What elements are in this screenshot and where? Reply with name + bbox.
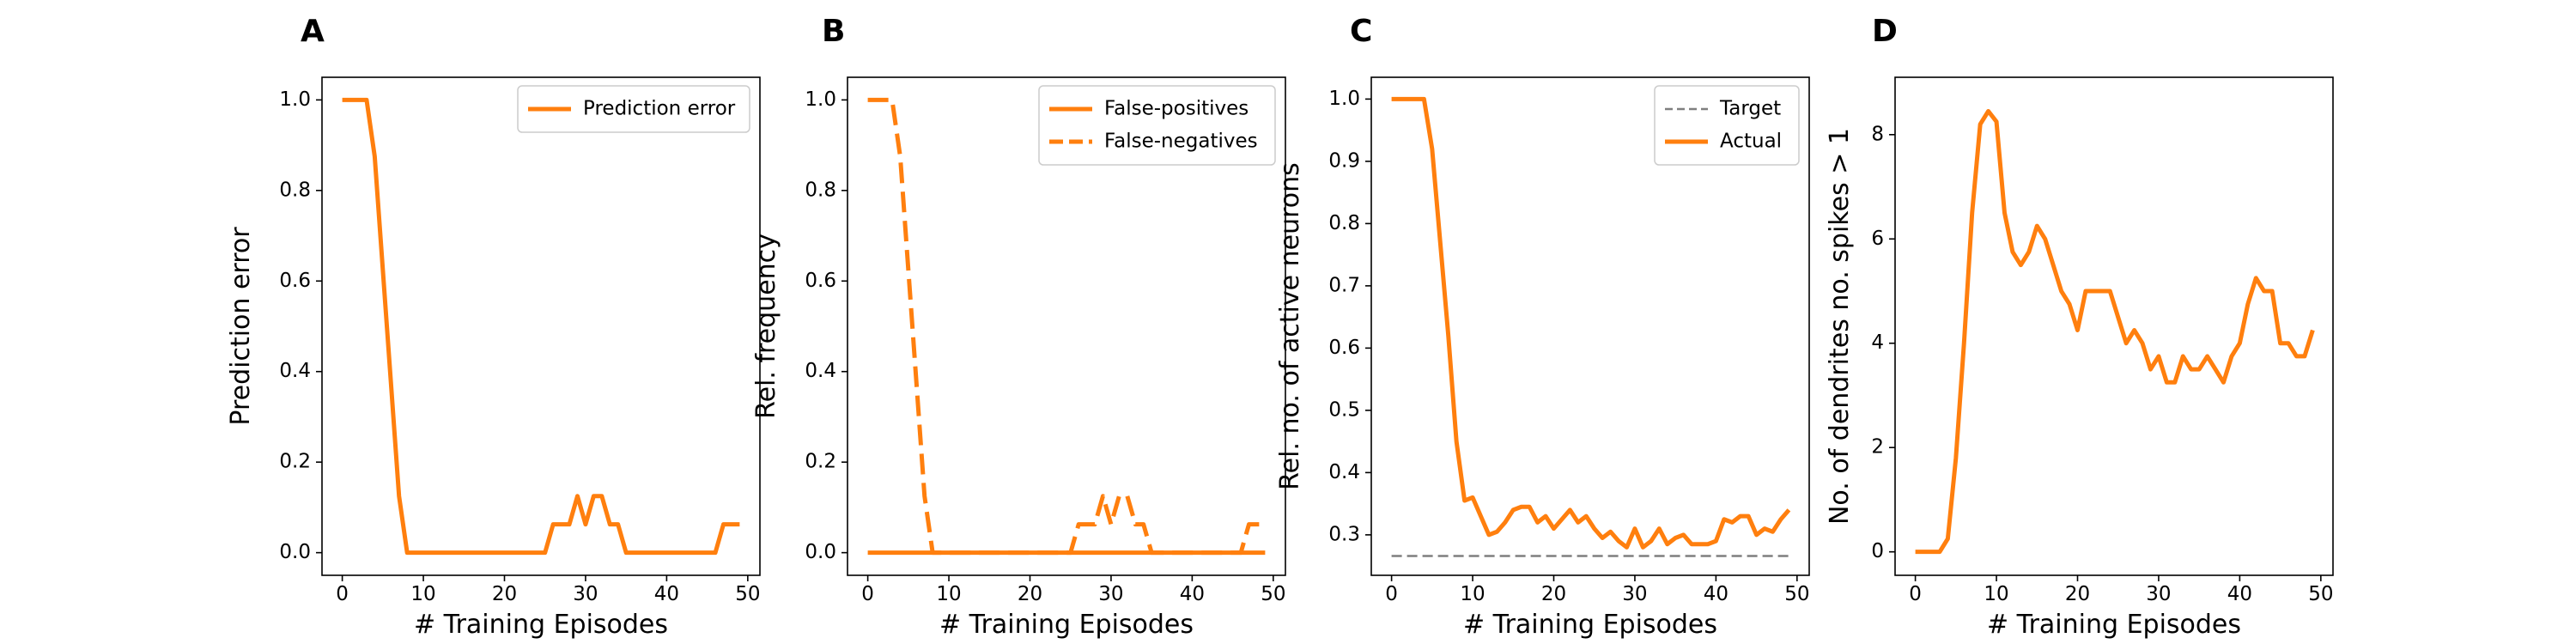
x-tick-label: 20 bbox=[1018, 583, 1042, 605]
axes-frame bbox=[1894, 76, 2334, 576]
y-tick-label: 0.7 bbox=[1328, 274, 1360, 296]
x-axis-label: # Training Episodes bbox=[939, 610, 1194, 640]
x-tick-label: 10 bbox=[1984, 583, 2008, 605]
x-axis-label: # Training Episodes bbox=[1463, 610, 1717, 640]
y-tick-label: 0.6 bbox=[805, 270, 836, 292]
x-tick-label: 30 bbox=[1622, 583, 1647, 605]
x-tick-label: 30 bbox=[1098, 583, 1123, 605]
x-tick-label: 50 bbox=[1261, 583, 1285, 605]
series-line-1-1 bbox=[867, 97, 1266, 556]
x-tick-label: 40 bbox=[1704, 583, 1728, 605]
y-axis-label: Rel. frequency bbox=[751, 234, 781, 419]
x-tick-label: 40 bbox=[654, 583, 679, 605]
y-tick-label: 0 bbox=[1871, 540, 1884, 562]
x-tick-label: 10 bbox=[936, 583, 961, 605]
series-line-3-0 bbox=[1915, 108, 2315, 555]
y-tick-label: 4 bbox=[1871, 331, 1884, 354]
x-tick-label: 0 bbox=[1385, 583, 1398, 605]
legend: Prediction error bbox=[517, 85, 750, 133]
legend-entry: False-negatives bbox=[1104, 131, 1258, 153]
y-tick-label: 0.8 bbox=[279, 179, 311, 201]
x-tick-label: 0 bbox=[336, 583, 349, 605]
y-axis-label: No. of dendrites no. spikes > 1 bbox=[1825, 128, 1855, 525]
y-tick-label: 0.2 bbox=[279, 451, 311, 473]
x-tick-label: 0 bbox=[1909, 583, 1922, 605]
y-tick-label: 0.2 bbox=[805, 451, 836, 473]
series-line-2-1 bbox=[1391, 96, 1791, 550]
legend-entry: Target bbox=[1719, 98, 1781, 120]
y-tick-label: 0.9 bbox=[1328, 149, 1360, 172]
y-tick-label: 0.5 bbox=[1328, 398, 1360, 421]
x-tick-label: 50 bbox=[1784, 583, 1809, 605]
panel-letter: B bbox=[822, 14, 845, 49]
y-tick-label: 0.6 bbox=[1328, 337, 1360, 359]
x-tick-label: 20 bbox=[1541, 583, 1566, 605]
y-tick-label: 0.8 bbox=[1328, 212, 1360, 234]
panel-letter: A bbox=[301, 14, 325, 49]
x-tick-label: 40 bbox=[1180, 583, 1205, 605]
axes-frame bbox=[1370, 76, 1810, 576]
y-tick-label: 0.6 bbox=[279, 270, 311, 292]
x-tick-label: 20 bbox=[2065, 583, 2090, 605]
y-tick-label: 1.0 bbox=[1328, 88, 1360, 110]
y-tick-label: 0.3 bbox=[1328, 523, 1360, 545]
legend: Target Actual bbox=[1654, 85, 1800, 166]
y-axis-label: Rel. no. of active neurons bbox=[1275, 162, 1305, 490]
x-axis-label: # Training Episodes bbox=[414, 610, 668, 640]
x-tick-label: 30 bbox=[573, 583, 598, 605]
y-tick-label: 8 bbox=[1871, 123, 1884, 145]
series-line-0-0 bbox=[342, 97, 740, 556]
panel-b: B 0 10 20 30 40 50 0.0 0.2 0.4 0.6 0.8 1.0 # Training… bbox=[751, 14, 1286, 640]
legend-box bbox=[1654, 85, 1800, 166]
y-tick-label: 0.4 bbox=[805, 360, 836, 382]
legend-box bbox=[517, 85, 750, 133]
y-tick-label: 0.4 bbox=[1328, 461, 1360, 483]
x-tick-label: 10 bbox=[410, 583, 435, 605]
panel-a: A 0 10 20 30 40 50 0.0 0.2 0.4 0.6 0.8 1.0 # Training… bbox=[226, 14, 761, 640]
x-tick-label: 10 bbox=[1460, 583, 1485, 605]
axes-frame bbox=[321, 76, 761, 576]
panel-d: D 0 10 20 30 40 50 0 2 4 6 8 # Training Episodes No. … bbox=[1825, 14, 2334, 640]
y-tick-label: 0.0 bbox=[279, 541, 311, 563]
y-tick-label: 6 bbox=[1871, 228, 1884, 250]
y-tick-label: 0.8 bbox=[805, 179, 836, 201]
x-tick-label: 30 bbox=[2146, 583, 2171, 605]
x-tick-label: 40 bbox=[2227, 583, 2252, 605]
legend-entry: Prediction error bbox=[583, 98, 736, 120]
y-axis-label: Prediction error bbox=[226, 227, 256, 426]
legend-box bbox=[1038, 85, 1276, 166]
x-tick-label: 20 bbox=[492, 583, 517, 605]
legend-entry: False-positives bbox=[1104, 98, 1249, 120]
x-axis-label: # Training Episodes bbox=[1987, 610, 2241, 640]
axes-frame bbox=[847, 76, 1286, 576]
y-tick-label: 0.4 bbox=[279, 360, 311, 382]
x-tick-label: 0 bbox=[861, 583, 874, 605]
x-tick-label: 50 bbox=[735, 583, 760, 605]
y-tick-label: 1.0 bbox=[805, 88, 836, 111]
y-tick-label: 1.0 bbox=[279, 88, 311, 111]
y-tick-label: 0.0 bbox=[805, 541, 836, 563]
x-tick-label: 50 bbox=[2308, 583, 2333, 605]
legend-entry: Actual bbox=[1720, 131, 1782, 153]
y-tick-label: 2 bbox=[1871, 436, 1884, 459]
panel-letter: C bbox=[1350, 14, 1372, 49]
legend: False-positives False-negatives bbox=[1038, 85, 1276, 166]
panel-letter: D bbox=[1872, 14, 1898, 49]
panel-c: C 0 10 20 30 40 50 0.3 0.4 0.5 0.6 0.7 0.8 0.9 1.0 # Tr… bbox=[1275, 14, 1810, 640]
